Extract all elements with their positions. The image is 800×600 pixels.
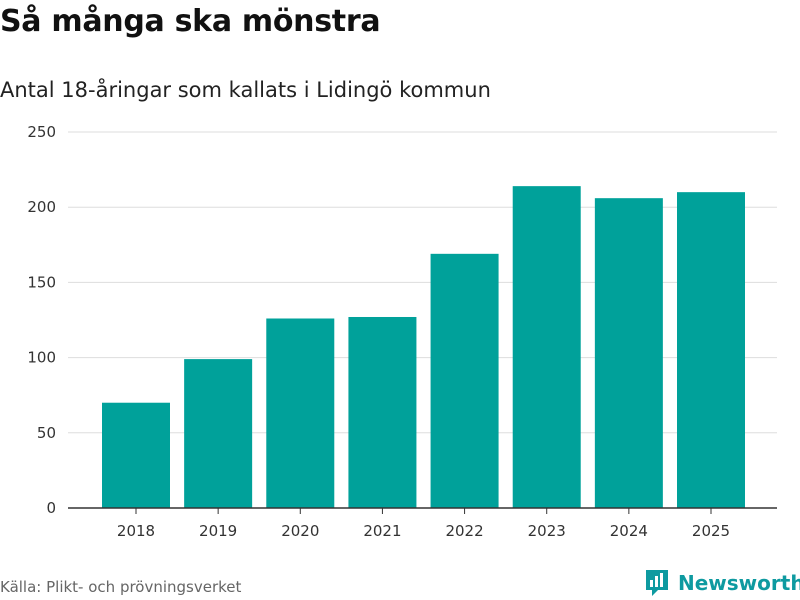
y-tick-label: 100 [27,349,56,367]
x-tick-label: 2023 [528,522,566,540]
chart-title: Så många ska mönstra [0,4,381,39]
y-axis-ticks: 0 50 100 150 200 250 [27,123,56,517]
source-note: Källa: Plikt- och prövningsverket [0,578,242,596]
x-tick-label: 2020 [281,522,319,540]
bar-2022 [430,253,499,508]
x-tick-label: 2024 [610,522,648,540]
y-tick-label: 0 [46,499,56,517]
brand-logo[interactable]: Newsworthy [644,568,800,598]
y-tick-label: 150 [27,273,56,291]
gridlines [68,131,777,434]
y-tick-label: 250 [27,123,56,141]
bar-2023 [512,186,581,509]
bars [102,186,745,509]
x-tick-label: 2019 [199,522,237,540]
bar-2025 [677,192,745,508]
x-tick-label: 2025 [692,522,730,540]
bar-2019 [184,359,253,508]
x-tick-label: 2021 [363,522,401,540]
x-tick-label: 2018 [117,522,155,540]
brand-name: Newsworthy [678,571,800,595]
y-tick-label: 50 [37,424,56,442]
newsworthy-logo-icon [646,570,668,596]
x-axis-ticks: 2018 2019 2020 2021 2022 2023 2024 2025 [117,508,730,540]
x-tick-label: 2022 [445,522,483,540]
bar-2021 [348,316,417,508]
bar-2018 [102,402,170,508]
chart-subtitle: Antal 18-åringar som kallats i Lidingö k… [0,78,491,102]
y-tick-label: 200 [27,198,56,216]
bar-2024 [594,198,663,508]
bar-2020 [266,318,335,508]
